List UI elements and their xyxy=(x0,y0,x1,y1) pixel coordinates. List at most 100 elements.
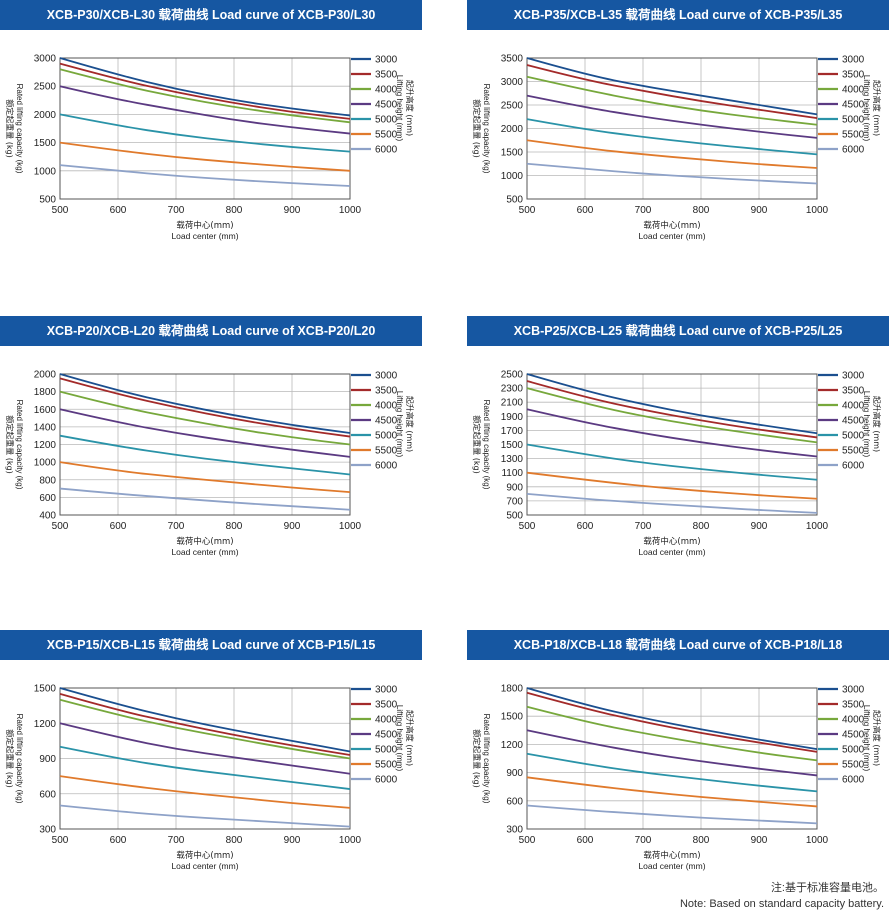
y-tick-label: 3000 xyxy=(501,77,524,88)
x-tick-label: 500 xyxy=(52,521,69,532)
legend-title-en: Lifting height (mm) xyxy=(862,391,871,458)
y-tick-label: 700 xyxy=(506,496,523,507)
grid xyxy=(526,373,818,516)
chart-panel-p15: XCB-P15/XCB-L15 载荷曲线 Load curve of XCB-P… xyxy=(0,630,422,874)
y-tick-label: 2000 xyxy=(34,110,57,121)
legend-label-3500: 3500 xyxy=(375,700,398,711)
x-tick-label: 900 xyxy=(751,835,768,846)
legend-title-en: Lifting height (mm) xyxy=(862,75,871,142)
y-tick-label: 500 xyxy=(506,195,523,206)
x-axis-label-zh: 载荷中心(mm) xyxy=(176,850,233,861)
y-axis-label-zh: 额定起重量 (kg) xyxy=(472,415,482,474)
series-line-4500 xyxy=(526,408,818,458)
x-axis-label-zh: 载荷中心(mm) xyxy=(176,536,233,547)
x-tick-label: 900 xyxy=(284,521,301,532)
y-tick-label: 600 xyxy=(506,796,523,807)
x-tick-label: 700 xyxy=(635,205,652,216)
chart-title: XCB-P20/XCB-L20 载荷曲线 Load curve of XCB-P… xyxy=(0,316,422,346)
x-tick-label: 1000 xyxy=(806,835,829,846)
x-tick-label: 900 xyxy=(751,521,768,532)
y-tick-label: 1000 xyxy=(501,171,524,182)
x-tick-label: 800 xyxy=(226,835,243,846)
x-tick-label: 500 xyxy=(519,205,536,216)
legend-label-3500: 3500 xyxy=(842,386,865,397)
series-line-4000 xyxy=(59,390,351,446)
series-line-6000 xyxy=(59,164,351,187)
legend-title-en: Lifting height (mm) xyxy=(395,75,404,142)
series-line-4500 xyxy=(526,729,818,777)
x-tick-label: 600 xyxy=(110,521,127,532)
x-tick-label: 500 xyxy=(519,835,536,846)
y-tick-label: 1500 xyxy=(501,148,524,159)
chart-svg: 500 600 700 800 900 1000 500 1000 1500 2000 2500 30… xyxy=(5,54,415,242)
chart-title: XCB-P30/XCB-L30 载荷曲线 Load curve of XCB-P… xyxy=(0,0,422,30)
x-tick-label: 700 xyxy=(168,205,185,216)
x-tick-label: 1000 xyxy=(339,205,362,216)
series-line-3500 xyxy=(526,691,818,753)
y-tick-label: 1800 xyxy=(501,684,524,695)
x-axis-label-en: Load center (mm) xyxy=(638,231,705,241)
y-tick-label: 800 xyxy=(39,475,56,486)
y-tick-label: 2100 xyxy=(501,398,524,409)
legend-label-4000: 4000 xyxy=(375,85,398,96)
x-tick-label: 600 xyxy=(110,205,127,216)
legend-label-6000: 6000 xyxy=(842,461,865,472)
legend-label-5000: 5000 xyxy=(375,745,398,756)
x-tick-label: 1000 xyxy=(339,521,362,532)
y-tick-label: 1500 xyxy=(34,138,57,149)
x-tick-label: 700 xyxy=(635,835,652,846)
x-tick-label: 700 xyxy=(635,521,652,532)
x-tick-label: 500 xyxy=(52,205,69,216)
series-line-5500 xyxy=(526,776,818,808)
footnote-en: Note: Based on standard capacity battery… xyxy=(679,898,884,910)
series-line-5500 xyxy=(526,139,818,169)
y-tick-label: 600 xyxy=(39,789,56,800)
legend-label-4000: 4000 xyxy=(842,401,865,412)
legend-label-4500: 4500 xyxy=(375,100,398,111)
series-line-5000 xyxy=(59,434,351,476)
series-line-6000 xyxy=(526,804,818,825)
y-tick-label: 2000 xyxy=(34,370,57,381)
series-line-5500 xyxy=(526,471,818,500)
x-tick-label: 800 xyxy=(693,835,710,846)
series-line-3000 xyxy=(59,57,351,117)
x-axis-label-en: Load center (mm) xyxy=(171,547,238,557)
legend-label-6000: 6000 xyxy=(375,461,398,472)
series-line-5000 xyxy=(526,118,818,156)
y-tick-label: 1300 xyxy=(501,454,524,465)
chart-svg: 500 600 700 800 900 1000 500 1000 1500 2000 2500 30… xyxy=(472,54,882,242)
y-tick-label: 2500 xyxy=(501,101,524,112)
y-axis-label-en: Rated lifting capacity (kg) xyxy=(482,400,491,490)
chart-title: XCB-P25/XCB-L25 载荷曲线 Load curve of XCB-P… xyxy=(467,316,889,346)
y-axis-label-en: Rated lifting capacity (kg) xyxy=(482,714,491,804)
x-axis-label-zh: 载荷中心(mm) xyxy=(643,536,700,547)
chart-svg: 500 600 700 800 900 1000 300 600 900 1200 1500 1800… xyxy=(472,684,882,872)
legend-title-en: Lifting height (mm) xyxy=(862,705,871,772)
series-line-4000 xyxy=(526,75,818,126)
legend-title-zh: 起升高度 (mm) xyxy=(872,396,882,452)
x-tick-label: 1000 xyxy=(339,835,362,846)
series-line-3500 xyxy=(59,62,351,120)
series-line-3500 xyxy=(59,377,351,438)
series-line-4500 xyxy=(59,408,351,458)
legend-label-4500: 4500 xyxy=(842,416,865,427)
plot-frame xyxy=(59,373,351,516)
y-tick-label: 500 xyxy=(39,195,56,206)
legend-title-en: Lifting height (mm) xyxy=(395,391,404,458)
y-tick-label: 1900 xyxy=(501,412,524,423)
chart-panel-p18: XCB-P18/XCB-L18 载荷曲线 Load curve of XCB-P… xyxy=(467,630,889,874)
legend-label-3500: 3500 xyxy=(375,386,398,397)
y-axis-label-en: Rated lifting capacity (kg) xyxy=(15,84,24,174)
footnote: 注:基于标准容量电池。 Note: Based on standard capa… xyxy=(680,880,884,912)
grid xyxy=(59,373,351,516)
legend-label-4500: 4500 xyxy=(375,730,398,741)
legend-label-5000: 5000 xyxy=(842,431,865,442)
legend-label-5500: 5500 xyxy=(842,760,865,771)
y-tick-label: 1600 xyxy=(34,405,57,416)
series-line-6000 xyxy=(526,492,818,514)
chart-title: XCB-P18/XCB-L18 载荷曲线 Load curve of XCB-P… xyxy=(467,630,889,660)
series-line-6000 xyxy=(59,804,351,828)
series-line-4000 xyxy=(526,387,818,444)
grid xyxy=(526,687,818,830)
series-line-6000 xyxy=(526,162,818,185)
